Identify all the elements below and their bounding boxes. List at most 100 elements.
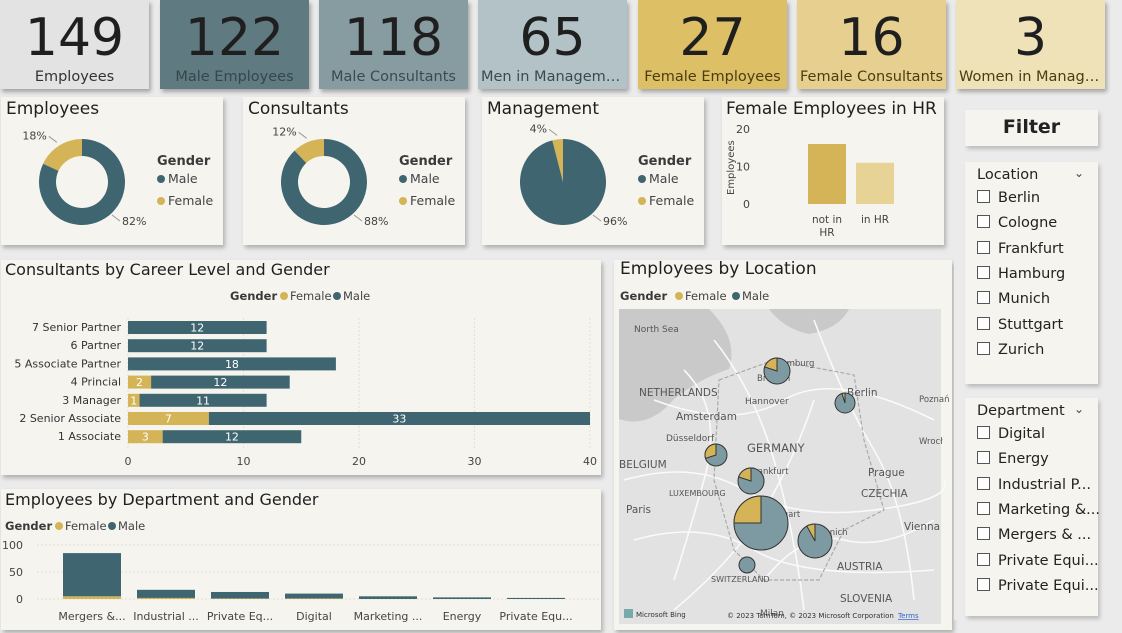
male-bar[interactable] (162, 430, 302, 444)
legend-female[interactable]: Female (65, 519, 107, 533)
male-bar[interactable] (139, 393, 267, 407)
x-tick: 20 (352, 455, 366, 468)
checkbox-icon[interactable] (977, 501, 990, 515)
male-slice[interactable] (38, 139, 125, 225)
location-pie-female[interactable] (733, 495, 762, 524)
terms-link[interactable]: Terms (897, 612, 919, 620)
female-value: 7 (165, 413, 172, 426)
female-slice[interactable] (552, 139, 563, 182)
male-bar[interactable] (151, 375, 290, 389)
male-bar[interactable] (211, 591, 269, 599)
road-line (813, 319, 915, 601)
checkbox-icon[interactable] (977, 451, 990, 465)
checkbox-icon[interactable] (977, 265, 990, 279)
male-bar[interactable] (63, 553, 121, 597)
location-pie-female[interactable] (841, 392, 846, 404)
sea-area (619, 309, 732, 422)
female-bar[interactable] (128, 412, 209, 425)
department-option-label: Digital (998, 426, 1046, 442)
department-option[interactable]: Marketing &... (977, 501, 1100, 518)
bing-label: Microsoft Bing (636, 611, 686, 619)
hr-bar[interactable] (856, 162, 894, 204)
checkbox-icon[interactable] (977, 426, 990, 439)
checkbox-icon[interactable] (977, 316, 990, 330)
legend-female[interactable]: Female (290, 289, 332, 303)
location-option[interactable]: Hamburg (977, 265, 1065, 282)
department-option[interactable]: Private Equi... (977, 552, 1099, 569)
male-slice[interactable] (281, 139, 367, 225)
female-slice[interactable] (43, 139, 82, 171)
checkbox-icon[interactable] (977, 291, 990, 305)
female-bar[interactable] (128, 375, 152, 389)
female-bar[interactable] (211, 598, 269, 599)
female-bar[interactable] (285, 598, 343, 599)
male-bar[interactable] (208, 412, 590, 425)
hr-bar[interactable] (808, 144, 846, 204)
female-bar[interactable] (128, 430, 163, 444)
legend-female[interactable]: Female (410, 193, 456, 208)
legend-female[interactable]: Female (649, 193, 695, 208)
legend-male[interactable]: Male (742, 289, 769, 303)
male-bar[interactable] (433, 597, 491, 599)
location-option[interactable]: Cologne (977, 215, 1057, 231)
department-option[interactable]: Industrial P... (977, 476, 1091, 493)
male-bar[interactable] (507, 597, 565, 599)
location-option-label: Frankfurt (998, 240, 1064, 257)
legend-male[interactable]: Male (118, 519, 145, 533)
legend-male[interactable]: Male (168, 171, 198, 186)
location-map[interactable]: Gender Female Male North Sea NETHERLANDS Amst… (614, 280, 952, 628)
checkbox-icon[interactable] (977, 527, 990, 541)
chevron-down-icon[interactable]: ⌄ (1073, 402, 1084, 416)
location-option[interactable]: Zurich (977, 341, 1044, 358)
location-pie-female[interactable] (738, 467, 752, 482)
male-slice[interactable] (520, 139, 606, 226)
legend-female[interactable]: Female (685, 289, 727, 303)
map-place-label: Vienna (904, 521, 940, 533)
location-pie-female[interactable] (704, 443, 717, 460)
location-slicer-header[interactable]: Location (977, 167, 1039, 183)
department-option[interactable]: Private Equi... (977, 577, 1099, 594)
location-option[interactable]: Munich (977, 291, 1050, 307)
male-bar[interactable] (128, 339, 267, 353)
department-option[interactable]: Energy (977, 451, 1049, 467)
location-option[interactable]: Stuttgart (977, 316, 1063, 333)
legend-male[interactable]: Male (343, 289, 370, 303)
map-place-label: Milan (760, 609, 784, 619)
male-bar[interactable] (285, 593, 343, 599)
location-pie-female[interactable] (806, 523, 816, 542)
department-option[interactable]: Mergers & ... (977, 527, 1091, 543)
department-option[interactable]: Digital (977, 426, 1045, 442)
male-bar[interactable] (128, 357, 336, 371)
map-place-label: LUXEMBOURG (669, 489, 726, 498)
legend-female[interactable]: Female (168, 193, 214, 208)
female-slice[interactable] (294, 139, 324, 164)
department-label: Private Equ... (499, 610, 572, 623)
checkbox-icon[interactable] (977, 552, 990, 566)
checkbox-icon[interactable] (977, 341, 990, 355)
checkbox-icon[interactable] (977, 577, 990, 591)
y-tick: 100 (2, 539, 23, 552)
kpi-card-male-employees: 122 Male Employees (160, 0, 309, 89)
female-bar[interactable] (128, 393, 140, 407)
legend-male[interactable]: Male (410, 171, 440, 186)
male-pct-label: 82% (122, 215, 146, 228)
checkbox-icon[interactable] (977, 215, 990, 229)
female-bar[interactable] (137, 597, 195, 599)
career-level-label: 6 Partner (71, 339, 122, 352)
male-bar[interactable] (359, 596, 417, 599)
female-bar[interactable] (63, 596, 121, 599)
legend-title: Gender (620, 289, 667, 303)
department-slicer-header[interactable]: Department (977, 403, 1065, 419)
chevron-down-icon[interactable]: ⌄ (1073, 166, 1084, 180)
male-bar[interactable] (137, 589, 195, 598)
location-option[interactable]: Berlin (977, 190, 1040, 206)
checkbox-icon[interactable] (977, 240, 990, 254)
checkbox-icon[interactable] (977, 476, 990, 490)
location-pie-female[interactable] (764, 357, 778, 372)
male-value: 33 (392, 413, 406, 426)
location-option[interactable]: Frankfurt (977, 240, 1064, 257)
location-pie[interactable] (738, 556, 756, 574)
legend-male[interactable]: Male (649, 171, 679, 186)
checkbox-icon[interactable] (977, 190, 990, 203)
male-bar[interactable] (128, 321, 267, 334)
